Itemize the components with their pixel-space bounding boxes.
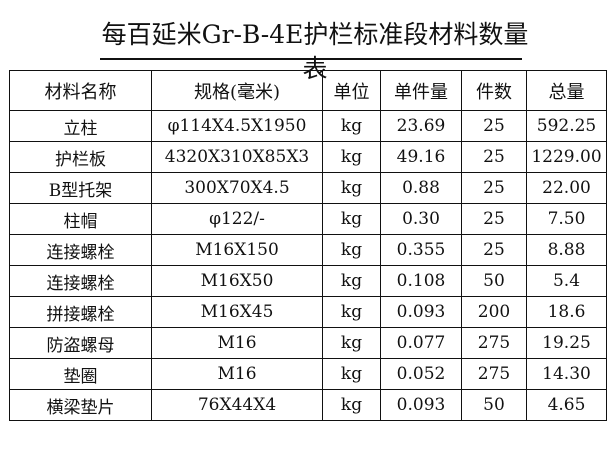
table-cell: M16X45	[151, 296, 323, 328]
table-cell: 0.093	[380, 296, 462, 328]
material-quantity-table: 材料名称 规格(毫米) 单位 单件量 件数 总量 立柱 φ114X4.5X1950…	[9, 70, 607, 421]
table-cell: 0.355	[380, 234, 462, 266]
table-cell: 0.88	[380, 172, 462, 204]
table-cell: φ114X4.5X1950	[151, 110, 323, 142]
header-cell: 总量	[526, 70, 607, 111]
table-row: 连接螺栓 M16X150 kg 0.355 25 8.88	[9, 234, 607, 266]
header-cell: 规格(毫米)	[151, 70, 323, 111]
table-cell: 19.25	[526, 327, 607, 359]
table-row: 柱帽 φ122/- kg 0.30 25 7.50	[9, 203, 607, 235]
table-cell: 50	[461, 389, 527, 421]
table-cell: M16X50	[151, 265, 323, 297]
table-cell: kg	[322, 234, 381, 266]
table-cell: 25	[461, 141, 527, 173]
table-cell: 连接螺栓	[9, 265, 152, 297]
table-cell: 49.16	[380, 141, 462, 173]
header-cell: 材料名称	[9, 70, 152, 111]
table-cell: 25	[461, 110, 527, 142]
header-cell: 单件量	[380, 70, 462, 111]
table-cell: 连接螺栓	[9, 234, 152, 266]
table-row: 连接螺栓 M16X50 kg 0.108 50 5.4	[9, 265, 607, 297]
table-cell: 18.6	[526, 296, 607, 328]
table-cell: φ122/-	[151, 203, 323, 235]
table-cell: kg	[322, 296, 381, 328]
table-cell: 200	[461, 296, 527, 328]
header-cell: 单位	[322, 70, 381, 111]
table-cell: 275	[461, 327, 527, 359]
table-row: 立柱 φ114X4.5X1950 kg 23.69 25 592.25	[9, 110, 607, 142]
table-cell: 横梁垫片	[9, 389, 152, 421]
table-cell: 0.30	[380, 203, 462, 235]
table-cell: 300X70X4.5	[151, 172, 323, 204]
table-cell: 50	[461, 265, 527, 297]
table-cell: 7.50	[526, 203, 607, 235]
table-row: B型托架 300X70X4.5 kg 0.88 25 22.00	[9, 172, 607, 204]
table-row: 防盗螺母 M16 kg 0.077 275 19.25	[9, 327, 607, 359]
table-cell: M16X150	[151, 234, 323, 266]
table-cell: 8.88	[526, 234, 607, 266]
table-cell: kg	[322, 110, 381, 142]
table-header-row: 材料名称 规格(毫米) 单位 单件量 件数 总量	[9, 70, 607, 111]
table-cell: 柱帽	[9, 203, 152, 235]
header-cell: 件数	[461, 70, 527, 111]
table-cell: 0.093	[380, 389, 462, 421]
table-cell: 592.25	[526, 110, 607, 142]
table-cell: kg	[322, 389, 381, 421]
table-row: 横梁垫片 76X44X4 kg 0.093 50 4.65	[9, 389, 607, 421]
table-cell: kg	[322, 358, 381, 390]
table-cell: B型托架	[9, 172, 152, 204]
table-cell: M16	[151, 327, 323, 359]
title-underline	[100, 58, 522, 60]
table-cell: 0.077	[380, 327, 462, 359]
table-cell: 25	[461, 172, 527, 204]
table-row: 护栏板 4320X310X85X3 kg 49.16 25 1229.00	[9, 141, 607, 173]
table-cell: 25	[461, 234, 527, 266]
table-cell: kg	[322, 203, 381, 235]
table-cell: kg	[322, 265, 381, 297]
table-cell: 22.00	[526, 172, 607, 204]
table-cell: 立柱	[9, 110, 152, 142]
table-cell: kg	[322, 327, 381, 359]
table-row: 拼接螺栓 M16X45 kg 0.093 200 18.6	[9, 296, 607, 328]
table-cell: 0.052	[380, 358, 462, 390]
table-cell: 护栏板	[9, 141, 152, 173]
table-cell: 275	[461, 358, 527, 390]
table-cell: 23.69	[380, 110, 462, 142]
table-cell: M16	[151, 358, 323, 390]
table-cell: 4.65	[526, 389, 607, 421]
table-cell: 4320X310X85X3	[151, 141, 323, 173]
table-cell: 垫圈	[9, 358, 152, 390]
table-cell: 拼接螺栓	[9, 296, 152, 328]
table-cell: kg	[322, 141, 381, 173]
table-cell: 25	[461, 203, 527, 235]
table-cell: 1229.00	[526, 141, 607, 173]
table-cell: 0.108	[380, 265, 462, 297]
table-cell: 防盗螺母	[9, 327, 152, 359]
table-cell: 76X44X4	[151, 389, 323, 421]
table-row: 垫圈 M16 kg 0.052 275 14.30	[9, 358, 607, 390]
table-cell: 5.4	[526, 265, 607, 297]
table-cell: 14.30	[526, 358, 607, 390]
table-cell: kg	[322, 172, 381, 204]
